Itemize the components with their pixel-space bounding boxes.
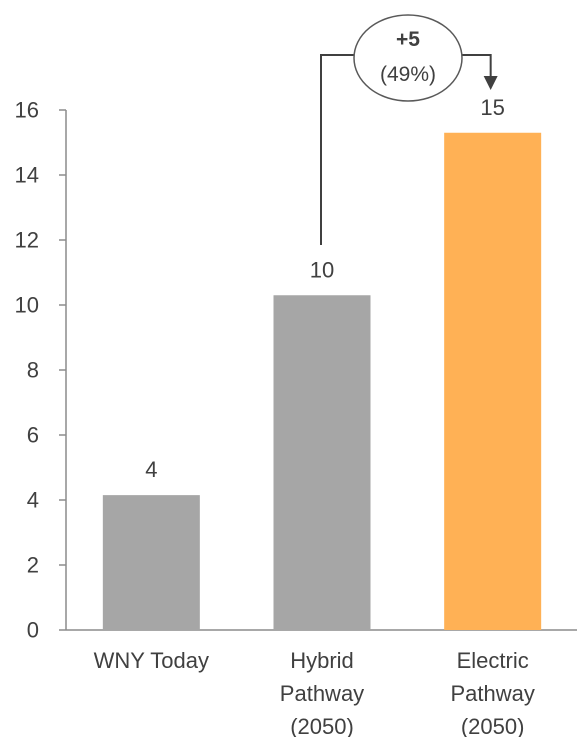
y-tick-label: 2: [27, 553, 39, 578]
arrow-head-icon: [483, 76, 498, 90]
y-tick-label: 10: [15, 293, 39, 318]
y-tick-label: 6: [27, 423, 39, 448]
difference-annotation: +5 (49%): [320, 14, 498, 245]
percent-label: (49%): [380, 63, 436, 86]
y-tick-label: 14: [15, 163, 39, 188]
x-tick-label: Electric: [457, 648, 529, 673]
bar: [102, 495, 200, 630]
x-tick-label: Pathway: [280, 681, 364, 706]
y-tick-label: 0: [27, 618, 39, 643]
x-tick-label: Hybrid: [290, 648, 354, 673]
x-tick-label: (2050): [461, 714, 525, 737]
y-tick-label: 16: [15, 98, 39, 123]
delta-label: +5: [396, 28, 420, 51]
x-tick-label: Pathway: [450, 681, 534, 706]
bracket-left-line: [320, 54, 354, 245]
bar: [273, 295, 371, 630]
bar: [444, 132, 542, 630]
y-tick-label: 4: [27, 488, 39, 513]
axes: 0 2 4 6 8 10 12 14 16 WNY Today Hybrid Pathway (2050…: [15, 98, 577, 739]
delta-oval: [353, 14, 463, 102]
y-tick-label: 8: [27, 358, 39, 383]
data-label: 15: [480, 95, 504, 120]
bracket-right-line: [462, 54, 492, 78]
data-labels: 4 10 15: [145, 95, 505, 482]
bars: [102, 132, 542, 630]
y-tick-label: 12: [15, 228, 39, 253]
data-label: 4: [145, 457, 157, 482]
x-tick-label: (2050): [290, 714, 354, 737]
x-tick-label: WNY Today: [94, 648, 209, 673]
data-label: 10: [310, 257, 334, 282]
